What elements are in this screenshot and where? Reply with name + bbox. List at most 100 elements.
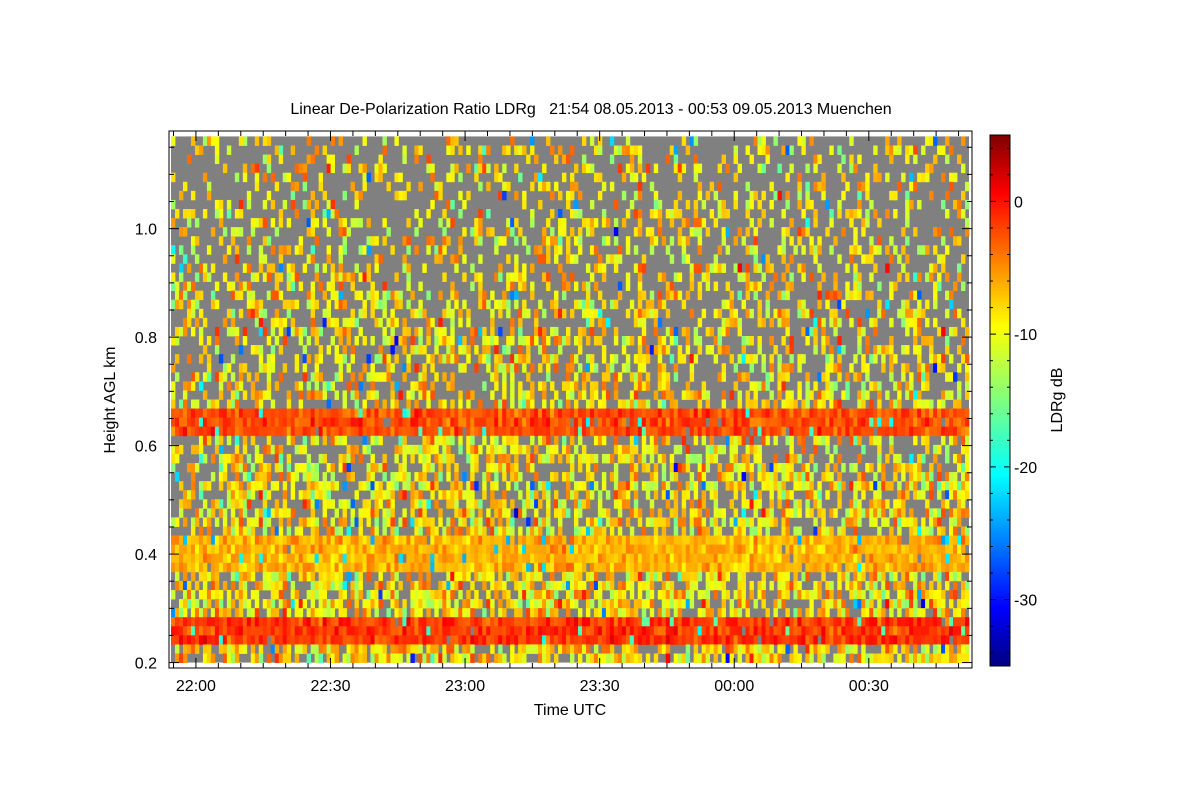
heatmap-cell: [613, 354, 619, 364]
heatmap-cell: [514, 163, 519, 174]
heatmap-cell: [314, 236, 320, 246]
heatmap-cell: [262, 154, 268, 165]
heatmap-cell: [629, 544, 635, 555]
heatmap-cell: [394, 399, 399, 409]
heatmap-cell: [526, 544, 531, 555]
heatmap-cell: [837, 562, 842, 573]
heatmap-cell: [581, 281, 587, 292]
heatmap-cell: [482, 354, 487, 364]
heatmap-cell: [402, 417, 407, 428]
heatmap-cell: [222, 417, 228, 428]
heatmap-cell: [693, 571, 699, 582]
heatmap-cell: [338, 281, 343, 292]
heatmap-cell: [649, 553, 655, 564]
heatmap-cell: [961, 508, 966, 518]
heatmap-cell: [194, 254, 200, 264]
heatmap-cell: [669, 408, 675, 419]
heatmap-cell: [689, 417, 695, 428]
heatmap-cell: [358, 272, 363, 282]
heatmap-cell: [889, 435, 894, 446]
heatmap-cell: [550, 472, 555, 482]
heatmap-cell: [825, 444, 830, 455]
heatmap-cell: [945, 390, 950, 400]
heatmap-cell: [657, 544, 663, 555]
heatmap-cell: [518, 553, 523, 564]
heatmap-cell: [570, 190, 575, 201]
heatmap-cell: [366, 499, 371, 509]
heatmap-cell: [310, 571, 316, 582]
heatmap-cell: [458, 544, 463, 555]
heatmap-cell: [853, 272, 858, 282]
heatmap-cell: [597, 517, 603, 527]
heatmap-cell: [498, 580, 503, 591]
heatmap-cell: [334, 526, 339, 536]
heatmap-cell: [677, 172, 683, 183]
heatmap-cell: [502, 399, 507, 409]
heatmap-cell: [562, 553, 567, 564]
heatmap-cell: [849, 245, 854, 255]
heatmap-cell: [837, 317, 842, 328]
heatmap-cell: [326, 535, 331, 546]
heatmap-cell: [422, 453, 427, 464]
heatmap-cell: [733, 526, 738, 536]
heatmap-cell: [877, 435, 882, 446]
heatmap-cell: [178, 481, 184, 491]
heatmap-cell: [585, 490, 591, 500]
heatmap-cell: [362, 163, 367, 174]
heatmap-cell: [661, 272, 667, 282]
heatmap-cell: [937, 272, 942, 282]
heatmap-cell: [314, 381, 320, 391]
heatmap-cell: [358, 308, 363, 319]
heatmap-cell: [677, 345, 683, 355]
heatmap-cell: [358, 426, 363, 437]
heatmap-cell: [649, 236, 655, 246]
heatmap-cell: [805, 181, 810, 192]
heatmap-cell: [745, 463, 750, 473]
heatmap-cell: [394, 481, 399, 491]
heatmap-cell: [661, 544, 667, 555]
heatmap-cell: [298, 553, 304, 564]
heatmap-cell: [390, 535, 395, 546]
heatmap-cell: [414, 345, 419, 355]
heatmap-cell: [198, 571, 204, 582]
heatmap-cell: [342, 508, 347, 518]
heatmap-cell: [246, 245, 252, 255]
heatmap-cell: [450, 136, 455, 146]
heatmap-cell: [765, 508, 770, 518]
heatmap-cell: [382, 426, 387, 437]
heatmap-cell: [570, 254, 575, 264]
heatmap-cell: [506, 562, 511, 573]
heatmap-cell: [290, 562, 296, 573]
heatmap-cell: [733, 263, 738, 273]
heatmap-cell: [601, 317, 607, 328]
heatmap-cell: [450, 218, 455, 228]
heatmap-cell: [182, 417, 188, 428]
heatmap-cell: [817, 481, 822, 491]
heatmap-cell: [873, 571, 878, 582]
heatmap-cell: [418, 481, 423, 491]
heatmap-cell: [542, 453, 547, 464]
heatmap-cell: [454, 481, 459, 491]
heatmap-cell: [857, 245, 862, 255]
heatmap-cell: [450, 290, 455, 301]
heatmap-cell: [933, 562, 938, 573]
heatmap-cell: [613, 481, 619, 491]
heatmap-cell: [458, 172, 463, 183]
heatmap-cell: [845, 562, 850, 573]
heatmap-cell: [178, 508, 184, 518]
heatmap-cell: [613, 326, 619, 337]
heatmap-cell: [729, 417, 734, 428]
heatmap-cell: [653, 345, 659, 355]
heatmap-cell: [346, 408, 351, 419]
heatmap-cell: [370, 435, 375, 446]
heatmap-cell: [921, 544, 926, 555]
heatmap-cell: [753, 290, 758, 301]
heatmap-cell: [833, 326, 838, 337]
heatmap-cell: [725, 481, 730, 491]
heatmap-cell: [789, 435, 794, 446]
heatmap-cell: [238, 227, 244, 237]
heatmap-cell: [266, 580, 272, 591]
heatmap-cell: [178, 326, 184, 337]
heatmap-cell: [809, 472, 814, 482]
heatmap-cell: [462, 272, 467, 282]
